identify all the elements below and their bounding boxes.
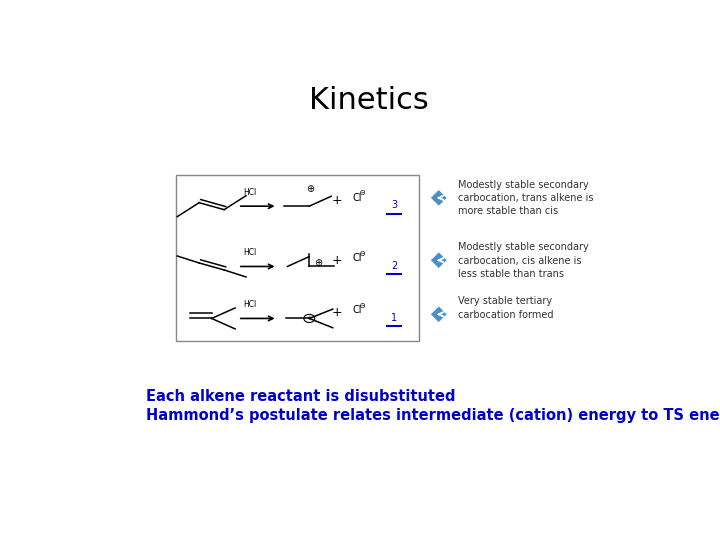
Text: ⊕: ⊕ [306,184,315,194]
Text: Cl: Cl [352,253,361,264]
Text: Cl: Cl [352,306,361,315]
Text: Modestly stable secondary: Modestly stable secondary [459,180,589,190]
Text: carbocation formed: carbocation formed [459,309,554,320]
Text: carbocation, cis alkene is: carbocation, cis alkene is [459,255,582,266]
Text: Modestly stable secondary: Modestly stable secondary [459,242,589,252]
FancyBboxPatch shape [176,175,419,341]
Text: Hammond’s postulate relates intermediate (cation) energy to TS energy: Hammond’s postulate relates intermediate… [145,408,720,423]
Text: +: + [332,306,343,319]
Polygon shape [431,306,447,322]
Text: Kinetics: Kinetics [309,85,429,114]
Polygon shape [431,252,447,268]
Text: +: + [306,315,312,321]
Text: Each alkene reactant is disubstituted: Each alkene reactant is disubstituted [145,389,455,404]
Text: Very stable tertiary: Very stable tertiary [459,296,552,306]
Text: 3: 3 [391,200,397,210]
Text: carbocation, trans alkene is: carbocation, trans alkene is [459,193,594,203]
Text: Θ: Θ [359,302,365,309]
Text: HCl: HCl [243,188,257,197]
Text: 1: 1 [391,313,397,322]
Text: less stable than trans: less stable than trans [459,269,564,279]
Text: Cl: Cl [352,193,361,203]
Text: HCl: HCl [243,300,257,309]
Text: 2: 2 [391,260,397,271]
Polygon shape [431,190,447,206]
Text: +: + [332,254,343,267]
Text: +: + [332,194,343,207]
Text: Θ: Θ [359,191,365,197]
Text: more stable than cis: more stable than cis [459,206,559,217]
Text: ⊕: ⊕ [315,258,323,268]
Text: HCl: HCl [243,248,257,257]
Text: Θ: Θ [359,251,365,256]
